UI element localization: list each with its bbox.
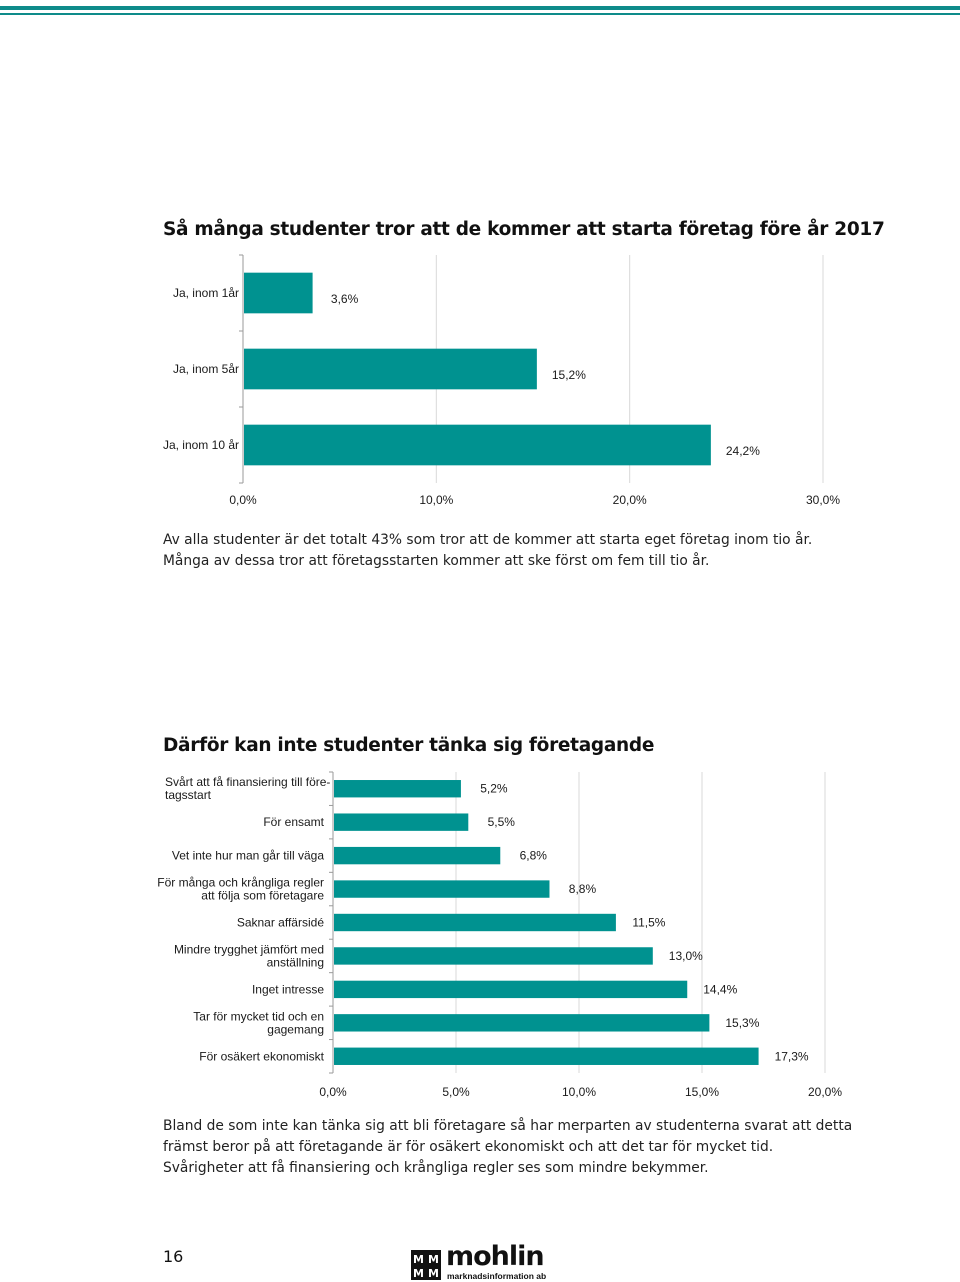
logo-mark-letter: M xyxy=(428,1267,439,1280)
category-label: För ensamt xyxy=(263,815,324,829)
page-number: 16 xyxy=(163,1247,184,1266)
bar xyxy=(244,424,711,466)
logo-mark-letter: M xyxy=(413,1267,424,1280)
paragraph-2-line-1: Bland de som inte kan tänka sig att bli … xyxy=(163,1118,853,1134)
bar xyxy=(334,980,688,999)
bar xyxy=(334,813,469,831)
data-label: 15,2% xyxy=(552,368,586,382)
category-label: Ja, inom 5år xyxy=(173,362,239,376)
category-label: Tar för mycket tid och en xyxy=(193,1009,324,1023)
logo-wordmark: mohlin xyxy=(446,1241,545,1272)
bar xyxy=(334,913,616,932)
bar xyxy=(334,1014,710,1032)
header-rule-thin xyxy=(0,13,960,15)
paragraph-2: Bland de som inte kan tänka sig att bli … xyxy=(163,1116,852,1179)
category-label: Ja, inom 1år xyxy=(173,286,239,300)
data-label: 6,8% xyxy=(520,849,548,863)
category-label: Mindre trygghet jämfört med xyxy=(174,942,324,956)
data-label: 3,6% xyxy=(331,292,359,306)
logo-mark-letter: M xyxy=(428,1253,439,1266)
x-tick-label: 0,0% xyxy=(319,1085,347,1099)
bar xyxy=(244,272,313,314)
bar xyxy=(334,1047,759,1065)
x-tick-label: 20,0% xyxy=(808,1085,842,1099)
x-tick-label: 15,0% xyxy=(685,1085,719,1099)
header-rule-thick xyxy=(0,6,960,10)
category-label: Saknar affärsidé xyxy=(237,916,324,930)
data-label: 15,3% xyxy=(725,1016,759,1030)
data-label: 11,5% xyxy=(632,916,665,930)
paragraph-2-line-3: Svårigheter att få finansiering och krån… xyxy=(163,1160,709,1176)
paragraph-1: Av alla studenter är det totalt 43% som … xyxy=(163,530,812,572)
category-label: Ja, inom 10 år xyxy=(163,438,239,452)
chart2-figure: 5,2% Svårt att få finansiering till före-… xyxy=(157,771,842,1099)
data-label: 5,2% xyxy=(480,782,508,796)
bar xyxy=(334,947,653,965)
category-label: Vet inte hur man går till väga xyxy=(172,849,324,863)
x-tick-label: 5,0% xyxy=(442,1085,470,1099)
paragraph-1-line-2: Många av dessa tror att företagsstarten … xyxy=(163,553,710,569)
data-label: 17,3% xyxy=(775,1049,809,1063)
logo-tagline: marknadsinformation ab xyxy=(447,1271,547,1281)
paragraph-2-line-2: främst beror på att företagande är för o… xyxy=(163,1139,774,1155)
category-label: Inget intresse xyxy=(252,982,324,996)
x-tick-label: 10,0% xyxy=(562,1085,596,1099)
category-label: att följa som företagare xyxy=(201,889,324,903)
category-label: anställning xyxy=(267,955,324,969)
bar xyxy=(244,348,537,390)
x-tick-label: 0,0% xyxy=(229,493,257,507)
x-tick-label: 30,0% xyxy=(806,493,840,507)
mohlin-logo: M M M M mohlin marknadsinformation ab xyxy=(411,1241,561,1282)
chart1-title: Så många studenter tror att de kommer at… xyxy=(163,219,885,240)
chart2-title: Därför kan inte studenter tänka sig före… xyxy=(163,735,655,756)
category-label: Svårt att få finansiering till före- xyxy=(165,775,330,789)
logo-mark-icon: M M M M xyxy=(411,1250,441,1280)
data-label: 5,5% xyxy=(488,815,516,829)
paragraph-1-line-1: Av alla studenter är det totalt 43% som … xyxy=(163,532,813,548)
category-label: tagsstart xyxy=(165,788,212,802)
bar xyxy=(334,846,501,865)
category-label: För osäkert ekonomiskt xyxy=(199,1049,324,1063)
data-label: 24,2% xyxy=(726,444,760,458)
bar xyxy=(334,880,550,898)
category-label: För många och krångliga regler xyxy=(157,876,324,890)
data-label: 13,0% xyxy=(669,949,703,963)
category-label: gagemang xyxy=(267,1022,324,1036)
data-label: 14,4% xyxy=(703,982,737,996)
x-tick-label: 10,0% xyxy=(419,493,453,507)
logo-mark-letter: M xyxy=(413,1253,424,1266)
bar xyxy=(334,780,461,798)
chart1-figure: 3,6% Ja, inom 1år 15,2% Ja, inom 5år 24,2% Ja… xyxy=(163,254,840,507)
x-tick-label: 20,0% xyxy=(613,493,647,507)
data-label: 8,8% xyxy=(569,882,597,896)
